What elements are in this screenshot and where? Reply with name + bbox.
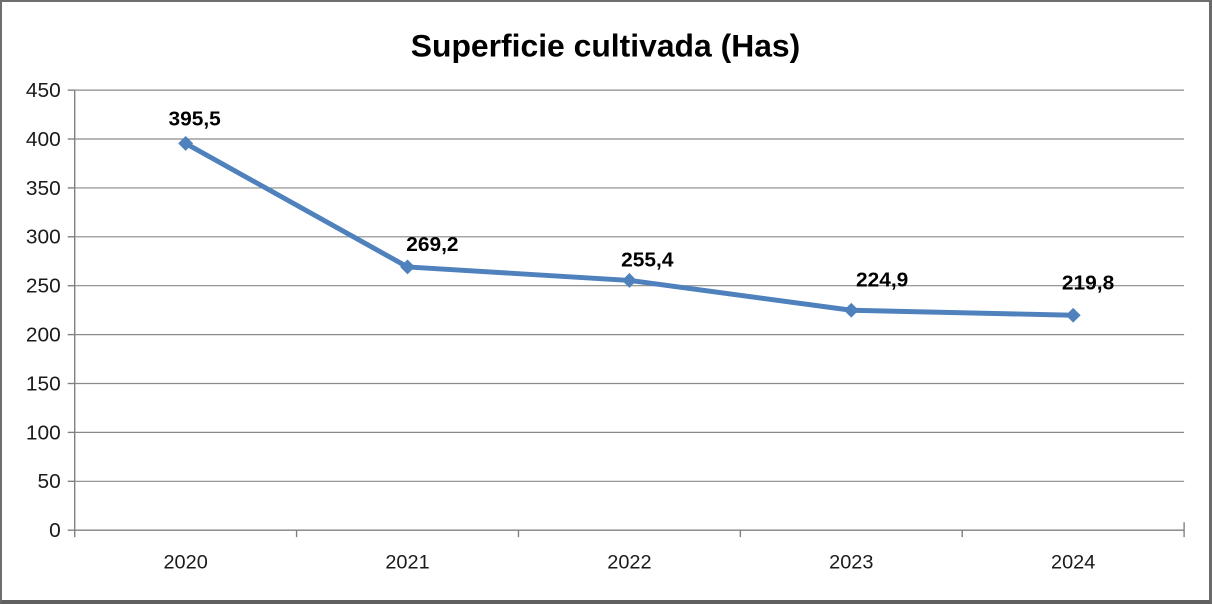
series-line (183, 140, 1076, 318)
data-point-label-2023: 224,9 (856, 269, 908, 292)
x-axis-category-label: 2022 (607, 551, 651, 573)
data-point-marker-2021 (400, 259, 415, 275)
axes-group (67, 89, 1185, 538)
x-axis-category-label: 2024 (1051, 551, 1095, 573)
labels-group: 0 50 100 150 200 250 300 350 400 450 2020 2021 2022 2… (26, 79, 1114, 573)
data-point-marker-2023 (843, 302, 859, 318)
y-axis-tick-label: 150 (26, 372, 61, 395)
data-point-marker-2024 (1065, 307, 1081, 323)
chart-title: Superficie cultivada (Has) (411, 28, 801, 64)
data-point-label-2024: 219,8 (1062, 272, 1114, 295)
y-axis-tick-label: 300 (26, 226, 61, 249)
data-point-marker-2020 (178, 135, 194, 151)
y-axis-tick-label: 350 (26, 177, 61, 200)
data-point-label-2022: 255,4 (621, 249, 674, 272)
data-point-marker-2022 (621, 273, 637, 288)
x-axis-category-label: 2020 (163, 551, 207, 573)
y-axis-tick-label: 200 (26, 324, 61, 347)
data-point-label-2020: 395,5 (168, 108, 221, 131)
y-axis-tick-label: 0 (49, 519, 61, 542)
y-axis-tick-label: 250 (26, 275, 61, 298)
y-axis-tick-label: 50 (38, 470, 61, 493)
y-axis-tick-label: 100 (26, 421, 61, 444)
x-axis-category-label: 2021 (385, 551, 429, 573)
data-point-label-2021: 269,2 (406, 233, 458, 256)
series-group (178, 135, 1081, 323)
y-axis-tick-label: 450 (26, 79, 61, 102)
x-axis-category-label: 2023 (829, 551, 873, 573)
y-axis-tick-label: 400 (26, 128, 61, 151)
